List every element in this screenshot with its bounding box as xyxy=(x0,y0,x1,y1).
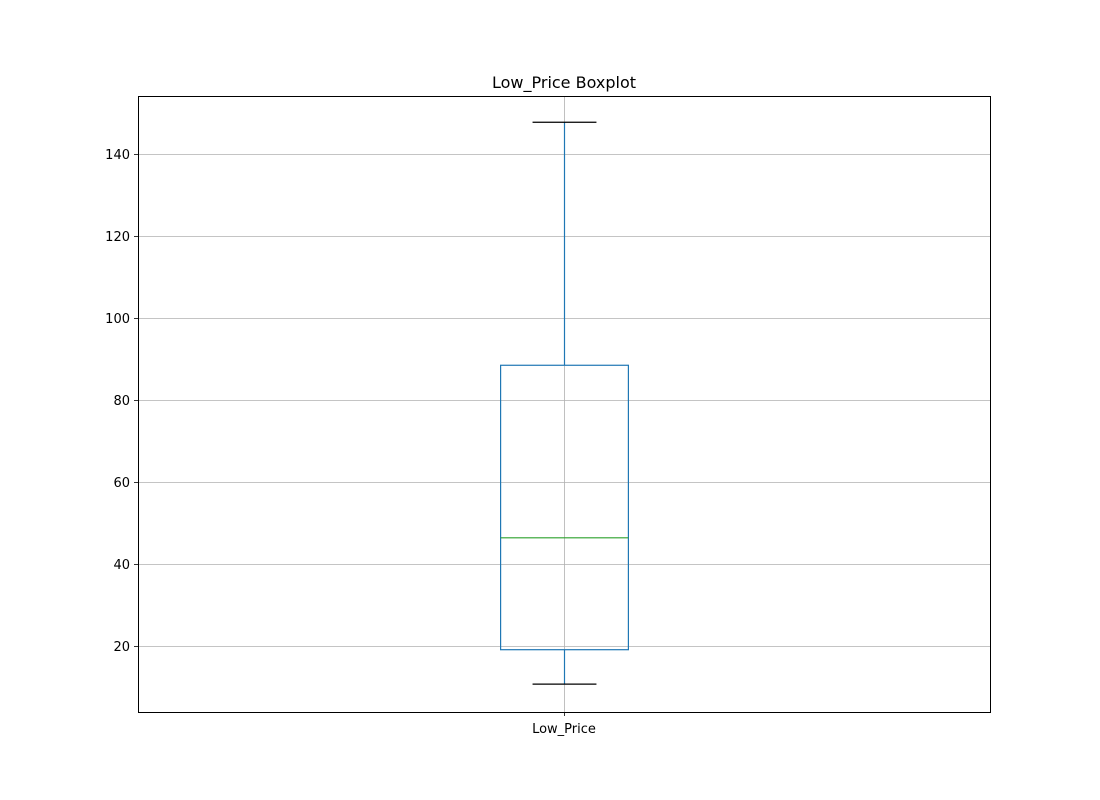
y-tick-label: 120 xyxy=(105,230,130,245)
y-tick-label: 80 xyxy=(113,394,130,409)
plot-frame xyxy=(138,96,991,713)
y-tick-label: 60 xyxy=(113,476,130,491)
y-tick-label: 20 xyxy=(113,640,130,655)
axes: 20 40 60 80 100 120 140 Low_Price xyxy=(105,148,596,737)
x-tick-label: Low_Price xyxy=(532,722,596,737)
chart-title: Low_Price Boxplot xyxy=(492,73,636,93)
y-tick-label: 100 xyxy=(105,312,130,327)
y-tick-label: 40 xyxy=(113,558,130,573)
y-tick-label: 140 xyxy=(105,148,130,163)
box-layer xyxy=(500,121,630,685)
iqr-box xyxy=(500,364,630,651)
